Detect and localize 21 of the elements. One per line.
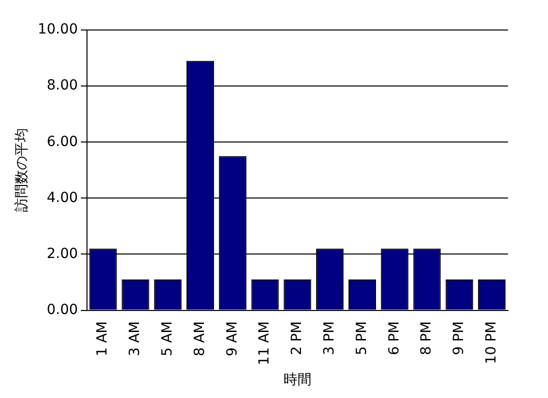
x-tick-label: 10 PM bbox=[483, 321, 500, 364]
x-tick-label: 3 PM bbox=[321, 321, 338, 356]
x-tick-label: 6 PM bbox=[386, 321, 402, 356]
x-axis-title: 時間 bbox=[283, 372, 312, 388]
x-tick-label: 1 AM bbox=[94, 321, 111, 356]
y-tick-label: 2.00 bbox=[46, 246, 78, 262]
x-tick-label: 9 AM bbox=[224, 321, 240, 356]
x-tick-label: 8 AM bbox=[192, 321, 208, 356]
y-tick-label: 0.00 bbox=[46, 302, 78, 318]
x-tick-label: 2 PM bbox=[289, 321, 306, 356]
x-tick-label: 11 AM bbox=[256, 321, 273, 366]
y-tick-label: 4.00 bbox=[46, 190, 78, 206]
x-tick-label: 5 AM bbox=[160, 321, 176, 356]
x-tick-label: 3 AM bbox=[127, 321, 144, 356]
y-tick-label: 6.00 bbox=[46, 134, 78, 150]
x-tick-label: 5 PM bbox=[354, 321, 370, 356]
y-tick-label: 8.00 bbox=[46, 78, 78, 94]
y-tick-label: 10.00 bbox=[38, 22, 78, 38]
x-tick-label: 9 PM bbox=[451, 321, 468, 356]
x-tick-label: 8 PM bbox=[418, 321, 435, 356]
y-axis-title: 訪問数の平均 bbox=[14, 128, 30, 212]
